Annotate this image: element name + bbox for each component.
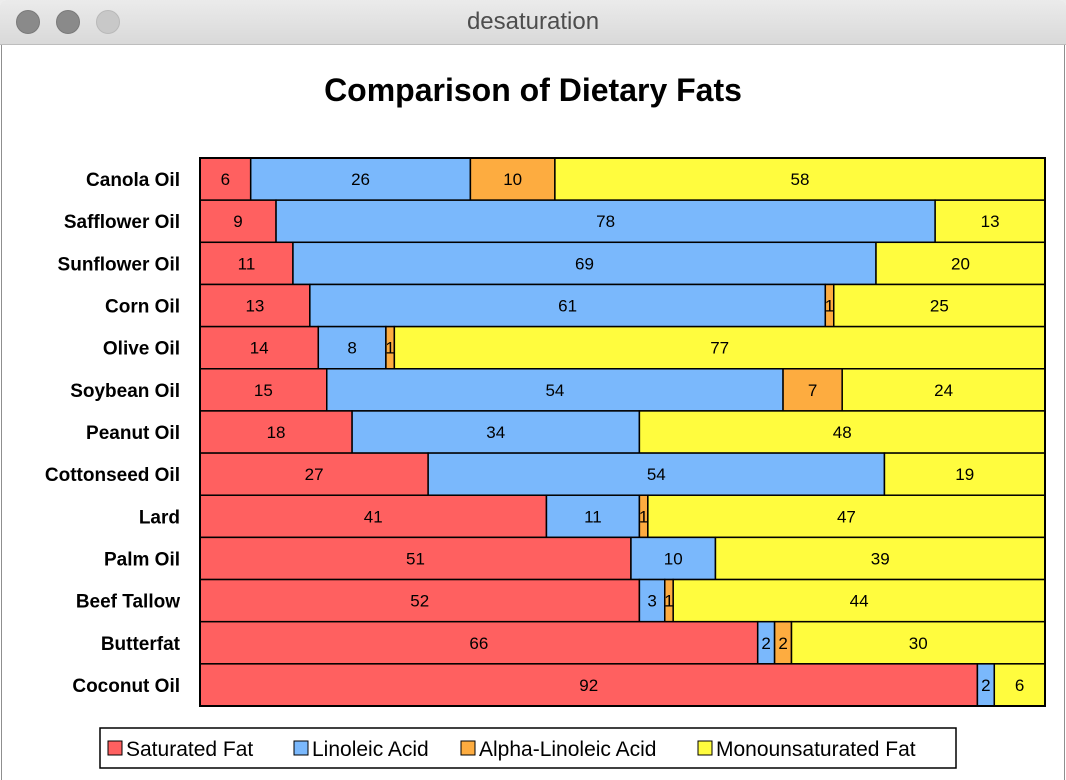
data-label: 13 bbox=[981, 212, 1000, 231]
window-title: desaturation bbox=[466, 8, 600, 35]
legend-label-saturated-fat: Saturated Fat bbox=[126, 738, 253, 761]
data-label: 19 bbox=[955, 465, 974, 484]
legend-label-alpha-linoleic-acid: Alpha-Linoleic Acid bbox=[479, 738, 656, 761]
data-label: 48 bbox=[833, 423, 852, 442]
data-label: 11 bbox=[584, 507, 602, 526]
category-label: Cottonseed Oil bbox=[45, 465, 180, 486]
bar-palm-oil-linoleic-acid bbox=[630, 536, 717, 581]
minimize-button[interactable] bbox=[56, 10, 80, 34]
close-button[interactable] bbox=[16, 10, 40, 34]
bar-olive-oil-monounsaturated-fat bbox=[393, 325, 1046, 370]
data-label: 2 bbox=[761, 634, 770, 653]
legend-box bbox=[99, 727, 957, 769]
data-label: 92 bbox=[579, 676, 598, 695]
data-label: 9 bbox=[233, 212, 242, 231]
category-label: Canola Oil bbox=[86, 170, 180, 191]
data-label: 69 bbox=[575, 254, 594, 273]
data-label: 44 bbox=[850, 592, 869, 611]
bar-beef-tallow-monounsaturated-fat bbox=[672, 578, 1046, 623]
legend-swatch-saturated-fat bbox=[107, 740, 123, 756]
bar-sunflower-oil-linoleic-acid bbox=[292, 241, 877, 286]
title-bar[interactable]: desaturation bbox=[0, 0, 1066, 45]
legend-swatch-alpha-linoleic-acid bbox=[460, 740, 476, 756]
data-label: 3 bbox=[647, 592, 656, 611]
data-label: 18 bbox=[267, 423, 286, 442]
category-label: Soybean Oil bbox=[70, 381, 180, 402]
category-label: Coconut Oil bbox=[72, 676, 180, 697]
legend-label-linoleic-acid: Linoleic Acid bbox=[312, 738, 429, 761]
bar-canola-oil-alpha-linoleic-acid bbox=[469, 157, 556, 201]
data-label: 2 bbox=[778, 634, 787, 653]
data-label: 25 bbox=[930, 297, 949, 316]
category-label: Corn Oil bbox=[105, 297, 180, 318]
data-label: 30 bbox=[909, 634, 928, 653]
data-label: 1 bbox=[664, 592, 673, 611]
bar-peanut-oil-monounsaturated-fat bbox=[638, 410, 1046, 454]
legend-swatch-monounsaturated-fat bbox=[697, 740, 713, 756]
data-label: 77 bbox=[710, 339, 729, 358]
data-label: 10 bbox=[503, 170, 522, 189]
category-label: Safflower Oil bbox=[64, 212, 180, 233]
category-label: Sunflower Oil bbox=[58, 254, 180, 275]
data-label: 26 bbox=[351, 170, 370, 189]
data-label: 8 bbox=[347, 339, 356, 358]
data-label: 13 bbox=[245, 297, 264, 316]
data-label: 15 bbox=[254, 381, 273, 400]
category-label: Palm Oil bbox=[104, 549, 180, 570]
data-label: 7 bbox=[808, 381, 817, 400]
data-label: 47 bbox=[837, 507, 856, 526]
category-label: Peanut Oil bbox=[86, 423, 180, 444]
plot-border bbox=[199, 157, 1046, 707]
bar-cottonseed-oil-linoleic-acid bbox=[427, 452, 886, 496]
data-label: 20 bbox=[951, 254, 970, 273]
zoom-button[interactable] bbox=[96, 10, 120, 34]
data-label: 34 bbox=[486, 423, 505, 442]
legend-label-monounsaturated-fat: Monounsaturated Fat bbox=[716, 738, 916, 761]
bar-olive-oil-linoleic-acid bbox=[317, 325, 387, 370]
data-label: 39 bbox=[871, 549, 890, 568]
data-label: 78 bbox=[596, 212, 615, 231]
chart-panel: Comparison of Dietary Fats 6 26 10 58 Canola … bbox=[1, 45, 1065, 780]
bar-peanut-oil-saturated-fat bbox=[199, 410, 353, 454]
data-label: 6 bbox=[1015, 676, 1024, 695]
data-label: 51 bbox=[406, 549, 425, 568]
data-label: 1 bbox=[639, 507, 648, 526]
data-label: 11 bbox=[238, 254, 256, 273]
data-label: 41 bbox=[364, 507, 383, 526]
data-label: 24 bbox=[934, 381, 953, 400]
category-label: Lard bbox=[139, 507, 180, 528]
category-label: Butterfat bbox=[101, 634, 181, 655]
chart-title: Comparison of Dietary Fats bbox=[324, 72, 742, 108]
bar-palm-oil-monounsaturated-fat bbox=[714, 536, 1046, 581]
data-label: 1 bbox=[825, 297, 834, 316]
bar-corn-oil-saturated-fat bbox=[199, 283, 311, 328]
data-label: 52 bbox=[410, 592, 429, 611]
data-label: 1 bbox=[385, 339, 394, 358]
bar-soybean-oil-alpha-linoleic-acid bbox=[782, 368, 843, 412]
bar-safflower-oil-monounsaturated-fat bbox=[934, 199, 1046, 244]
bar-cottonseed-oil-monounsaturated-fat bbox=[883, 452, 1046, 496]
data-label: 54 bbox=[545, 381, 564, 400]
data-label: 10 bbox=[664, 549, 683, 568]
data-label: 58 bbox=[790, 170, 809, 189]
data-label: 14 bbox=[250, 339, 269, 358]
data-label: 27 bbox=[305, 465, 324, 484]
category-label: Beef Tallow bbox=[76, 592, 180, 613]
data-label: 6 bbox=[221, 170, 230, 189]
data-label: 54 bbox=[647, 465, 666, 484]
category-label: Olive Oil bbox=[103, 339, 180, 360]
legend-swatch-linoleic-acid bbox=[293, 740, 309, 756]
data-label: 66 bbox=[469, 634, 488, 653]
data-label: 2 bbox=[981, 676, 990, 695]
data-label: 61 bbox=[558, 297, 577, 316]
